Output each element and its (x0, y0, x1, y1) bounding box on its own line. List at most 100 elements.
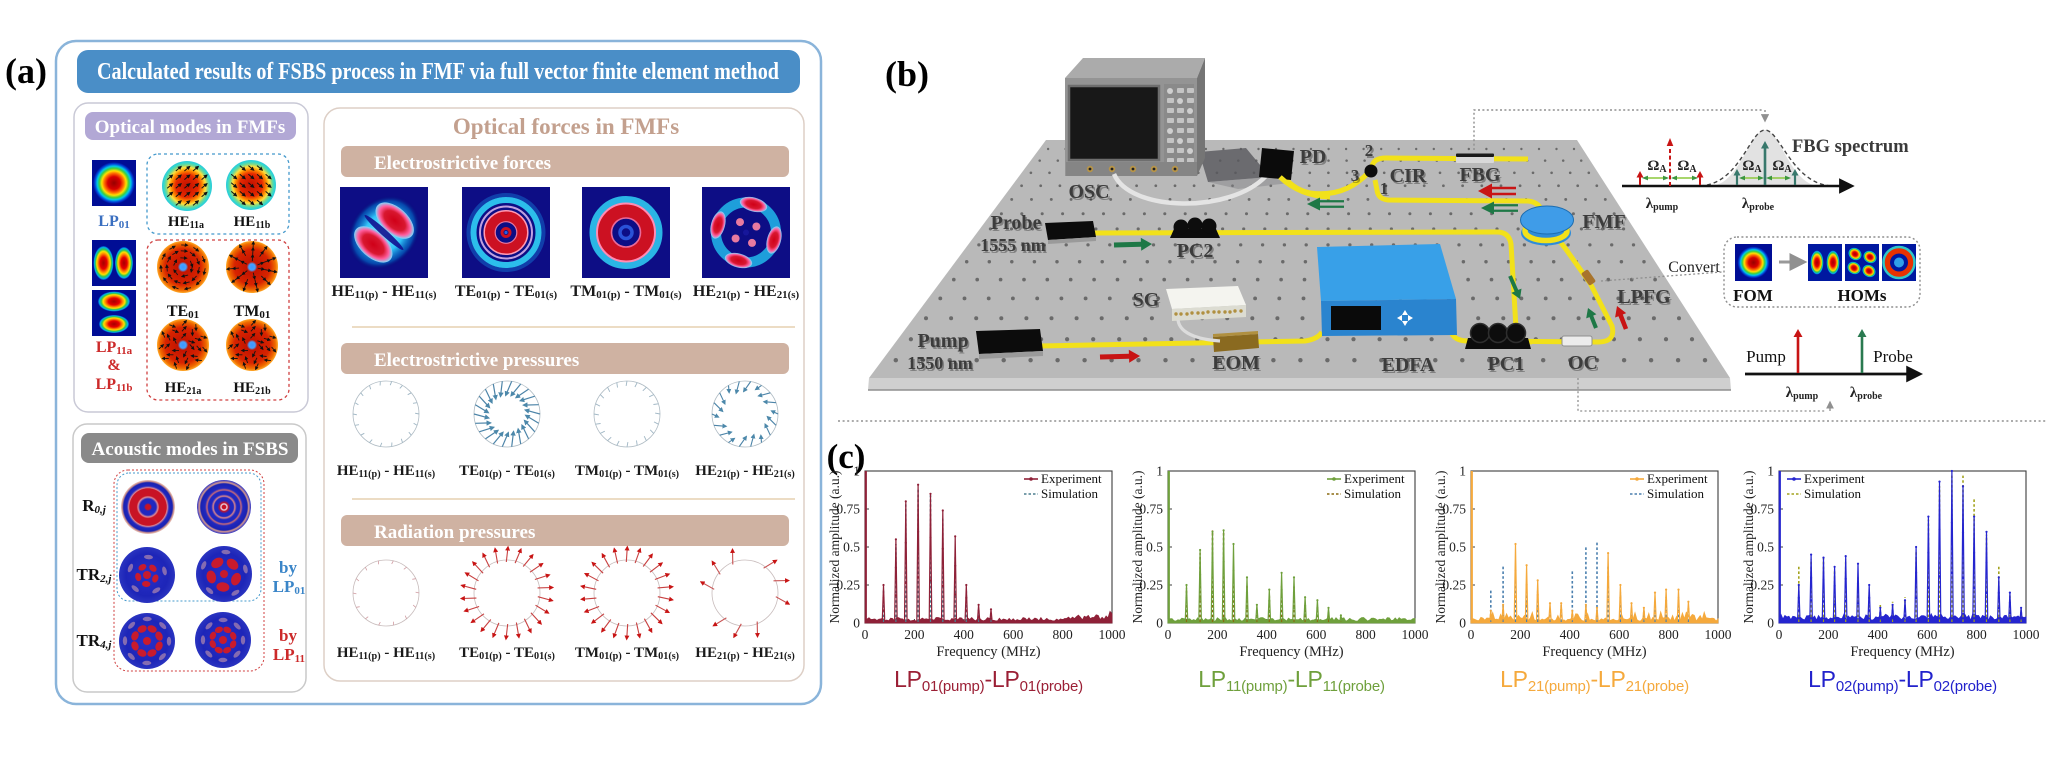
svg-text:1555 nm: 1555 nm (980, 235, 1046, 255)
svg-text:1: 1 (1459, 464, 1466, 479)
svg-text:Normalized amplitude (a.u.): Normalized amplitude (a.u.) (1130, 471, 1145, 624)
svg-text:Optical modes in FMFs: Optical modes in FMFs (95, 117, 286, 138)
svg-text:400: 400 (1257, 627, 1278, 642)
svg-text:LP01(pump)-LP01(probe): LP01(pump)-LP01(probe) (894, 666, 1083, 695)
svg-text:0.25: 0.25 (1750, 578, 1774, 593)
svg-text:200: 200 (904, 627, 925, 642)
svg-text:CIR: CIR (1391, 167, 1428, 189)
svg-text:Acoustic modes in FSBS: Acoustic modes in FSBS (92, 439, 289, 460)
svg-text:EOM: EOM (1214, 354, 1262, 376)
svg-text:Experiment: Experiment (1804, 471, 1865, 486)
svg-text:400: 400 (1560, 627, 1581, 642)
svg-text:Normalized amplitude (a.u.): Normalized amplitude (a.u.) (1433, 471, 1448, 624)
svg-text:Electrostrictive pressures: Electrostrictive pressures (374, 350, 579, 371)
svg-text:LPFG: LPFG (1617, 286, 1671, 308)
svg-text:Frequency (MHz): Frequency (MHz) (1850, 644, 1954, 660)
svg-text:LP11(pump)-LP11(probe): LP11(pump)-LP11(probe) (1198, 666, 1385, 695)
svg-text:λpump: λpump (1786, 385, 1819, 402)
svg-text:1000: 1000 (2013, 627, 2040, 642)
svg-text:Pump: Pump (917, 330, 968, 352)
svg-text:λprobe: λprobe (1742, 196, 1775, 213)
svg-text:SG: SG (1133, 289, 1160, 311)
svg-text:0: 0 (862, 627, 869, 642)
svg-text:0.5: 0.5 (1757, 540, 1774, 555)
svg-text:Simulation: Simulation (1041, 486, 1099, 501)
svg-text:FBG: FBG (1461, 166, 1503, 188)
svg-text:EDFA: EDFA (1382, 354, 1436, 376)
svg-text:Frequency (MHz): Frequency (MHz) (1542, 644, 1646, 660)
svg-text:1: 1 (1380, 179, 1389, 198)
svg-text:Convert: Convert (1668, 259, 1720, 276)
svg-text:0.5: 0.5 (1449, 540, 1466, 555)
svg-text:Probe: Probe (992, 214, 1043, 236)
svg-text:OC: OC (1570, 354, 1600, 376)
svg-text:PD: PD (1301, 148, 1328, 170)
svg-text:FBG: FBG (1459, 164, 1501, 186)
svg-text:EOM: EOM (1212, 352, 1260, 374)
svg-text:Calculated results of FSBS pro: Calculated results of FSBS process in FM… (97, 58, 779, 85)
svg-text:1550 nm: 1550 nm (907, 353, 973, 373)
svg-text:Probe: Probe (991, 212, 1042, 234)
svg-text:OC: OC (1568, 352, 1598, 374)
svg-text:by: by (279, 626, 297, 645)
svg-text:600: 600 (1003, 627, 1024, 642)
svg-text:1: 1 (853, 464, 860, 479)
svg-text:3: 3 (1351, 166, 1360, 185)
svg-text:LPFG: LPFG (1619, 288, 1673, 310)
svg-text:800: 800 (1966, 627, 1987, 642)
svg-text:PD: PD (1300, 146, 1327, 168)
svg-text:Electrostrictive forces: Electrostrictive forces (374, 153, 551, 174)
svg-text:0.75: 0.75 (1442, 502, 1466, 517)
svg-text:800: 800 (1658, 627, 1679, 642)
svg-text:Normalized amplitude (a.u.): Normalized amplitude (a.u.) (827, 471, 842, 624)
svg-text:1000: 1000 (1705, 627, 1732, 642)
svg-text:1000: 1000 (1402, 627, 1429, 642)
svg-text:PC2: PC2 (1178, 242, 1215, 264)
svg-text:OSC: OSC (1068, 181, 1109, 203)
svg-text:by: by (279, 558, 297, 577)
svg-text:Simulation: Simulation (1647, 486, 1705, 501)
svg-text:0.25: 0.25 (1139, 578, 1163, 593)
svg-text:200: 200 (1510, 627, 1531, 642)
svg-text:(a): (a) (5, 51, 47, 91)
svg-text:0.5: 0.5 (843, 540, 860, 555)
svg-text:0: 0 (1468, 627, 1475, 642)
svg-text:800: 800 (1355, 627, 1376, 642)
svg-text:Normalized amplitude (a.u.): Normalized amplitude (a.u.) (1741, 471, 1756, 624)
svg-text:(b): (b) (885, 54, 929, 94)
svg-text:Experiment: Experiment (1647, 471, 1708, 486)
svg-text:2: 2 (1366, 143, 1375, 162)
svg-text:Pump: Pump (1746, 347, 1786, 366)
svg-text:ΩA: ΩA (1677, 158, 1697, 175)
svg-text:OSC: OSC (1070, 183, 1111, 205)
svg-text:FMF: FMF (1582, 211, 1625, 233)
svg-text:0: 0 (1459, 616, 1466, 631)
svg-text:0.75: 0.75 (836, 502, 860, 517)
svg-text:600: 600 (1609, 627, 1630, 642)
svg-text:0.25: 0.25 (1442, 578, 1466, 593)
svg-text:2: 2 (1365, 141, 1374, 160)
svg-text:(c): (c) (827, 437, 866, 476)
svg-text:Radiation pressures: Radiation pressures (374, 522, 535, 543)
svg-text:Optical forces in FMFs: Optical forces in FMFs (453, 114, 679, 139)
svg-text:Frequency (MHz): Frequency (MHz) (1239, 644, 1343, 660)
svg-text:0.25: 0.25 (836, 578, 860, 593)
svg-text:600: 600 (1306, 627, 1327, 642)
svg-text:&: & (107, 357, 120, 374)
svg-text:0.5: 0.5 (1146, 540, 1163, 555)
svg-text:600: 600 (1917, 627, 1938, 642)
svg-text:λpump: λpump (1646, 196, 1679, 213)
svg-text:FBG spectrum: FBG spectrum (1792, 137, 1909, 157)
svg-text:FOM: FOM (1733, 286, 1773, 305)
svg-text:ΩA: ΩA (1772, 158, 1792, 175)
svg-text:PC2: PC2 (1177, 240, 1214, 262)
svg-text:1550 nm: 1550 nm (909, 355, 975, 375)
svg-text:Experiment: Experiment (1344, 471, 1405, 486)
svg-text:400: 400 (1868, 627, 1889, 642)
svg-text:0: 0 (1165, 627, 1172, 642)
svg-text:800: 800 (1052, 627, 1073, 642)
svg-text:200: 200 (1207, 627, 1228, 642)
svg-text:0.75: 0.75 (1139, 502, 1163, 517)
svg-text:LP21(pump)-LP21(probe): LP21(pump)-LP21(probe) (1500, 666, 1689, 695)
svg-text:200: 200 (1818, 627, 1839, 642)
